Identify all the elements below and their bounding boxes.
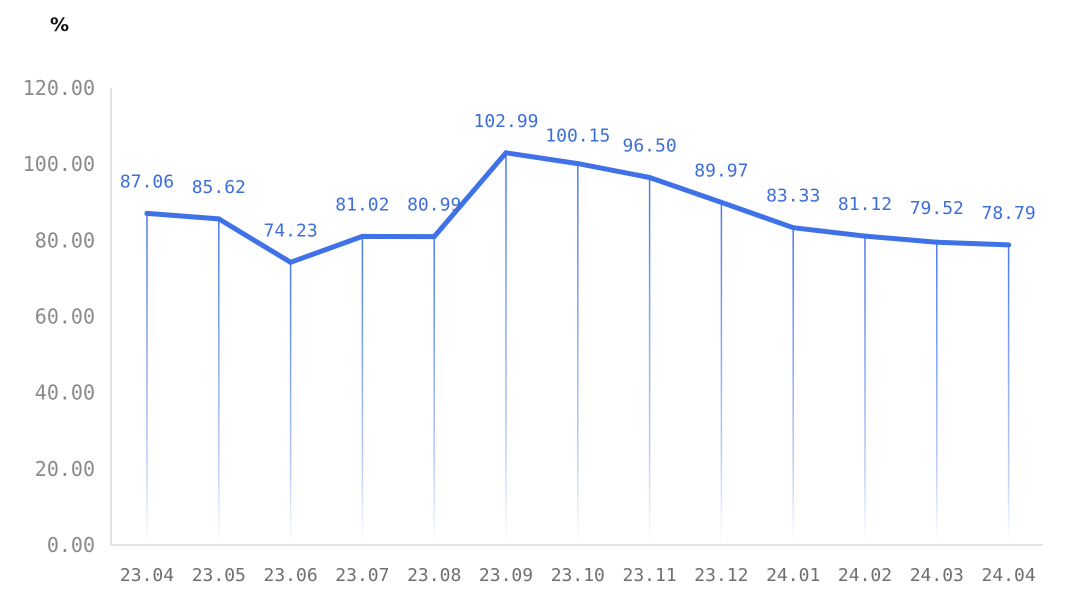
data-point bbox=[216, 216, 222, 222]
drop-line bbox=[720, 202, 723, 545]
drop-line bbox=[792, 227, 794, 545]
data-label: 83.33 bbox=[766, 186, 820, 207]
drop-line bbox=[864, 236, 866, 545]
drop-line bbox=[936, 242, 938, 546]
drop-lines bbox=[146, 152, 1010, 546]
data-point bbox=[503, 150, 509, 156]
x-tick-label: 24.02 bbox=[838, 565, 892, 586]
data-point bbox=[718, 199, 724, 205]
drop-line bbox=[1007, 244, 1010, 546]
data-point bbox=[144, 210, 150, 216]
data-point bbox=[288, 259, 294, 265]
y-tick-label: 100.00 bbox=[23, 152, 95, 176]
drop-line bbox=[218, 218, 220, 546]
data-point bbox=[1006, 242, 1012, 248]
x-tick-label: 23.04 bbox=[120, 565, 174, 586]
data-label: 80.99 bbox=[407, 195, 461, 216]
x-tick-label: 24.04 bbox=[982, 565, 1036, 586]
y-tick-label: 40.00 bbox=[35, 381, 95, 405]
data-label: 81.02 bbox=[335, 194, 389, 215]
data-label: 87.06 bbox=[120, 171, 174, 192]
data-point bbox=[862, 233, 868, 239]
x-tick-label: 23.10 bbox=[551, 565, 605, 586]
data-label: 85.62 bbox=[192, 177, 246, 198]
data-label: 79.52 bbox=[910, 198, 964, 219]
x-axis: 23.04 23.05 23.06 23.07 23.08 23.09 23.10 23.11… bbox=[111, 544, 1043, 586]
data-point bbox=[647, 174, 653, 180]
data-label: 78.79 bbox=[982, 203, 1036, 224]
data-label: 100.15 bbox=[545, 126, 610, 147]
drop-line bbox=[577, 163, 579, 546]
x-tick-label: 23.08 bbox=[407, 565, 461, 586]
data-label: 96.50 bbox=[623, 135, 677, 156]
data-point bbox=[934, 239, 940, 245]
x-tick-label: 24.03 bbox=[910, 565, 964, 586]
x-tick-label: 24.01 bbox=[766, 565, 820, 586]
y-tick-label: 80.00 bbox=[35, 228, 95, 252]
x-tick-label: 23.05 bbox=[192, 565, 246, 586]
series-line-group bbox=[144, 150, 1012, 265]
drop-line bbox=[361, 236, 364, 545]
data-label: 102.99 bbox=[473, 111, 538, 132]
y-tick-label: 60.00 bbox=[35, 305, 95, 329]
y-axis-unit-label: % bbox=[50, 14, 70, 36]
data-point bbox=[575, 161, 581, 167]
data-point bbox=[359, 233, 365, 239]
data-label: 74.23 bbox=[264, 220, 318, 241]
x-tick-label: 23.09 bbox=[479, 565, 533, 586]
y-axis: 0.00 20.00 40.00 60.00 80.00 100.00 120.00 bbox=[23, 76, 112, 557]
x-tick-label: 23.11 bbox=[623, 565, 677, 586]
data-point bbox=[790, 225, 796, 231]
data-label: 81.12 bbox=[838, 194, 892, 215]
x-tick-label: 23.12 bbox=[694, 565, 748, 586]
y-tick-label: 0.00 bbox=[47, 533, 95, 557]
y-tick-label: 20.00 bbox=[35, 457, 95, 481]
data-labels: 87.06 85.62 74.23 81.02 80.99 102.99 100.15 96.… bbox=[120, 111, 1036, 242]
drop-line bbox=[648, 177, 651, 545]
drop-line bbox=[505, 152, 507, 545]
drop-line bbox=[146, 213, 148, 545]
drop-line bbox=[289, 262, 292, 545]
y-tick-label: 120.00 bbox=[23, 76, 95, 100]
x-tick-label: 23.06 bbox=[264, 565, 318, 586]
data-point bbox=[431, 234, 437, 240]
x-tick-label: 23.07 bbox=[335, 565, 389, 586]
drop-line bbox=[433, 236, 435, 545]
data-label: 89.97 bbox=[694, 160, 748, 181]
